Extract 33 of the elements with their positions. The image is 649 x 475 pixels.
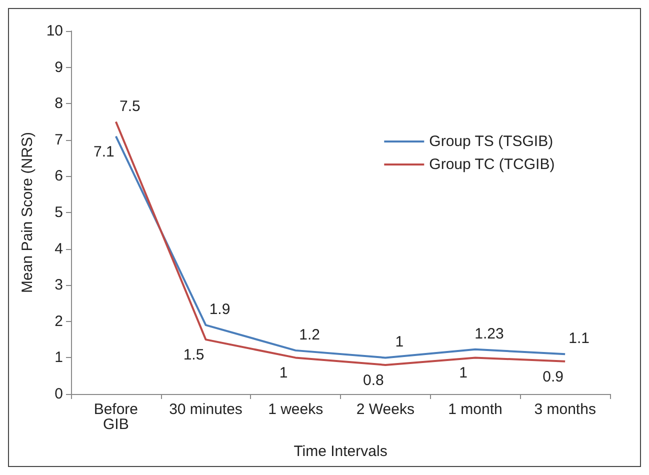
x-axis-title: Time Intervals (294, 443, 388, 460)
y-tick-label: 6 (54, 168, 63, 185)
data-label: 1.9 (209, 301, 230, 318)
data-label: 1 (459, 364, 468, 382)
data-label: 7.5 (119, 98, 140, 115)
legend-label: Group TC (TCGIB) (429, 156, 555, 173)
data-label: 1.2 (299, 326, 320, 344)
data-label: 1.23 (474, 325, 504, 342)
y-tick-label: 10 (46, 22, 63, 40)
y-tick-label: 7 (54, 131, 63, 148)
legend-label: Group TS (TSGIB) (429, 133, 554, 150)
y-axis-title: Mean Pain Score (NRS) (19, 132, 36, 293)
data-label: 1 (279, 364, 288, 382)
y-tick-label: 5 (54, 204, 63, 221)
x-tick-label: 2 Weeks (356, 401, 414, 418)
data-label: 0.8 (362, 372, 384, 389)
data-label: 0.9 (542, 368, 564, 386)
x-tick-label: 3 months (534, 401, 596, 418)
data-label: 1.5 (183, 346, 204, 364)
y-tick-label: 3 (54, 276, 63, 294)
data-label: 1 (395, 334, 404, 351)
x-tick-label: 1 weeks (268, 401, 324, 418)
y-tick-label: 0 (54, 386, 63, 402)
y-tick-label: 2 (54, 312, 63, 330)
x-tick-label: 30 minutes (169, 401, 242, 418)
x-tick-label: 1 month (448, 401, 502, 418)
data-label: 1.1 (568, 330, 590, 348)
data-label: 7.1 (93, 143, 114, 160)
y-tick-label: 8 (54, 95, 63, 112)
x-tick-label: Before GIB (94, 401, 138, 433)
y-tick-label: 4 (54, 240, 63, 258)
y-tick-label: 1 (54, 349, 63, 366)
y-tick-label: 9 (54, 58, 63, 76)
